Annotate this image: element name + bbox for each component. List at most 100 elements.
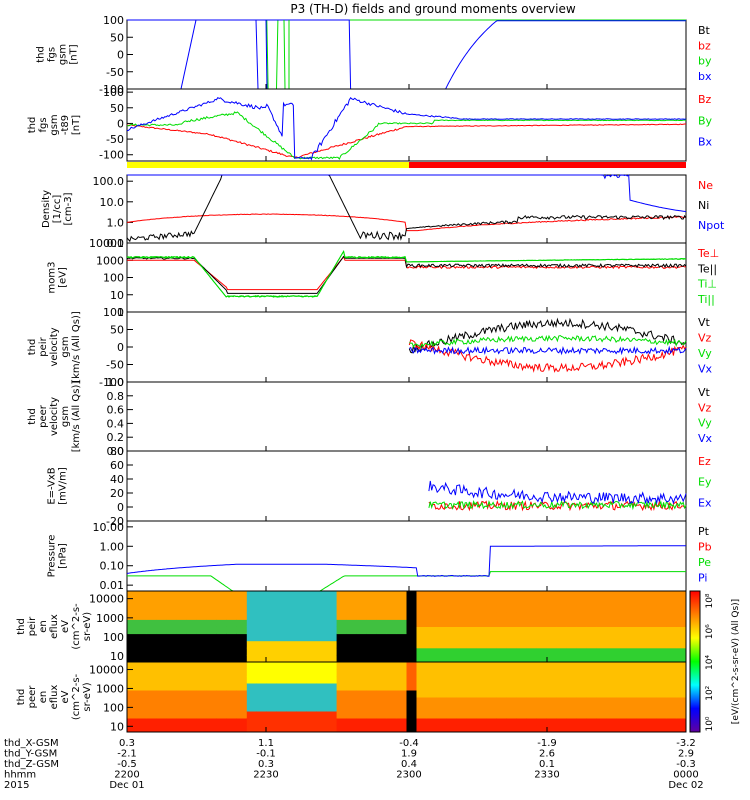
spectrogram-cell	[426, 669, 437, 677]
spectrogram-cell	[646, 662, 657, 670]
spectrogram-cell	[676, 690, 687, 698]
x-tick-label: -2.1	[117, 749, 137, 760]
spectrogram-cell	[546, 669, 557, 677]
spectrogram-cell	[556, 725, 567, 733]
spectrogram-cell	[246, 605, 258, 613]
series-line-Ne	[126, 213, 687, 232]
y-tick-label: 1.00	[100, 540, 125, 553]
spectrogram-cell	[206, 626, 218, 635]
spectrogram-cell	[137, 725, 148, 733]
spectrogram-cell	[127, 612, 138, 620]
spectrogram-cell	[616, 626, 627, 635]
panel-frame	[126, 174, 687, 244]
spectrogram-cell	[436, 683, 447, 691]
spectrogram-cell	[506, 605, 517, 613]
status-bar	[127, 162, 686, 168]
spectrogram-cell	[216, 676, 228, 684]
y-axis-label-line: mom3	[47, 262, 58, 294]
spectrogram-cell	[416, 647, 427, 656]
y-tick-label: 100	[103, 86, 124, 99]
spectrogram-cell	[246, 612, 258, 620]
spectrogram-cell	[226, 676, 238, 684]
spectrogram-cell	[166, 626, 178, 635]
spectrogram-cell	[246, 669, 258, 677]
legend-Ex: Ex	[698, 496, 712, 509]
spectrogram-cell	[236, 683, 248, 691]
y-axis-label-line: [nT]	[69, 44, 80, 64]
spectrogram-cell	[137, 591, 148, 599]
spectrogram-cell	[526, 647, 537, 656]
spectrogram-cell	[566, 697, 577, 705]
spectrogram-cell	[496, 640, 507, 649]
spectrogram-cell	[206, 647, 218, 656]
spectrogram-cell	[246, 725, 258, 733]
spectrogram-cell	[346, 591, 358, 599]
spectrogram-cell	[386, 619, 397, 627]
spectrogram-cell	[646, 633, 657, 642]
spectrogram-cell	[436, 711, 447, 719]
spectrogram-cell	[596, 697, 607, 705]
x-tick-label: -0.5	[117, 759, 137, 770]
spectrogram-cell	[476, 704, 487, 712]
spectrogram-cell	[296, 662, 308, 670]
spectrogram-cell	[127, 697, 138, 705]
series-line-bx	[127, 19, 686, 90]
spectrogram-cell	[336, 718, 348, 726]
panel-fgs_dh: 100 50 0 -50 -100 thdfgsgsm-t89[nT] Bz By Bx	[27, 86, 713, 162]
spectrogram-cell	[286, 640, 298, 649]
spectrogram-cell	[526, 662, 537, 670]
spectrogram-cell	[456, 704, 467, 712]
spectrogram-cell	[266, 690, 278, 698]
spectrogram-cell	[616, 669, 627, 677]
spectrogram-cell	[496, 647, 507, 656]
spectrogram-cell	[486, 619, 497, 627]
spectrogram-cell	[536, 612, 547, 620]
spectrogram-cell	[636, 605, 647, 613]
spectrogram-cell	[596, 640, 607, 649]
spectrogram-cell	[446, 676, 457, 684]
spectrogram-cell	[346, 633, 358, 642]
spectrogram-cell	[666, 619, 677, 627]
spectrogram-cell	[186, 598, 198, 606]
spectrogram-cell	[226, 626, 238, 635]
spectrogram-cell	[276, 704, 288, 712]
spectrogram-cell	[336, 690, 348, 698]
spectrogram-cell	[147, 683, 158, 691]
spectrogram-cell	[596, 683, 607, 691]
spectrogram-cell	[147, 676, 158, 684]
spectrogram-cell	[406, 591, 417, 599]
spectrogram-cell	[426, 647, 437, 656]
spectrogram-cell	[626, 718, 637, 726]
spectrogram-cell	[486, 640, 497, 649]
spectrogram-cell	[456, 598, 467, 606]
spectrogram-cell	[676, 619, 687, 627]
legend-Vx: Vx	[698, 363, 713, 376]
spectrogram-cell	[256, 704, 268, 712]
spectrogram-cell	[176, 612, 188, 620]
spectrogram-cell	[346, 619, 358, 627]
spectrogram-cell	[276, 718, 288, 726]
spectrogram-cell	[196, 612, 208, 620]
spectrogram-cell	[446, 619, 457, 627]
legend-Vx: Vx	[698, 432, 713, 445]
spectrogram-cell	[186, 626, 198, 635]
spectrogram-cell	[316, 598, 328, 606]
spectrogram-cell	[466, 598, 477, 606]
spectrogram-cell	[526, 626, 537, 635]
spectrogram-cell	[606, 640, 617, 649]
y-axis-label: mom3[eV]	[47, 262, 69, 294]
spectrogram-cell	[226, 605, 238, 613]
x-tick-label: 0.4	[401, 759, 417, 770]
spectrogram-cell	[176, 683, 188, 691]
spectrogram-cell	[127, 654, 138, 663]
spectrogram-cell	[476, 676, 487, 684]
spectrogram-cell	[256, 662, 268, 670]
spectrogram-cell	[516, 669, 527, 677]
y-tick-label: 100	[103, 272, 124, 285]
spectrogram-cell	[476, 669, 487, 677]
spectrogram-cell	[326, 654, 338, 663]
spectrogram-cell	[636, 612, 647, 620]
spectrogram-cell	[166, 683, 178, 691]
y-tick-label: 0.6	[107, 404, 125, 417]
spectrogram-cell	[536, 591, 547, 599]
